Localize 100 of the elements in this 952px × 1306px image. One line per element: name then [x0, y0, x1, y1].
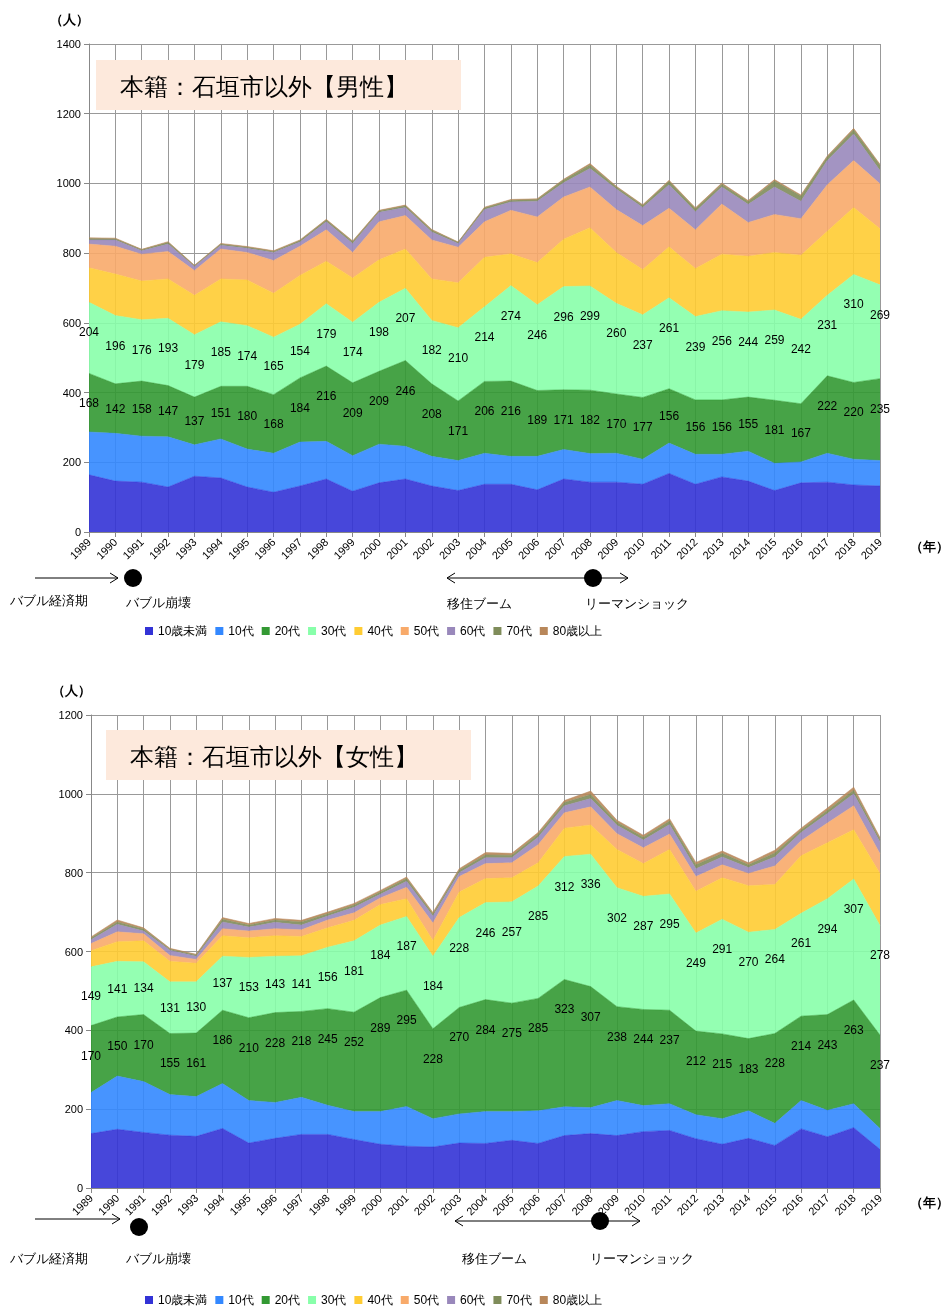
data-label: 187 [396, 939, 417, 954]
data-label: 252 [343, 1035, 365, 1050]
data-label: 231 [817, 318, 838, 333]
text: リーマンショック [590, 1250, 694, 1268]
text: 本籍：石垣市以外【女性】 [130, 742, 418, 772]
data-label: 289 [370, 1020, 391, 1035]
data-label: 137 [184, 413, 205, 428]
data-label: 189 [527, 413, 548, 428]
legend-label: 50代 [413, 624, 440, 638]
data-label: 284 [475, 1022, 496, 1037]
data-label: 170 [133, 1037, 154, 1052]
data-label: 296 [553, 309, 574, 324]
legend-label: 20代 [274, 624, 301, 638]
legend-label: 60代 [460, 1293, 486, 1306]
data-label: 222 [817, 398, 838, 413]
data-label: 287 [633, 919, 654, 934]
data-label: 246 [475, 925, 496, 940]
data-label: 307 [843, 901, 865, 916]
data-label: 228 [764, 1056, 786, 1071]
data-label: 155 [738, 417, 759, 432]
y-axis-title: （人） [52, 683, 91, 698]
data-label: 295 [396, 1013, 417, 1028]
text: バブル経済期 [10, 1250, 88, 1268]
data-label: 137 [212, 976, 233, 991]
legend-label: 10代 [228, 1293, 254, 1306]
data-label: 161 [186, 1056, 207, 1071]
data-label: 264 [764, 952, 786, 967]
data-label: 260 [606, 326, 627, 341]
data-label: 183 [738, 1061, 759, 1076]
legend-label: 10歳未満 [158, 624, 208, 638]
data-label: 275 [501, 1026, 523, 1041]
data-label: 165 [263, 358, 284, 373]
data-label: 216 [316, 389, 337, 404]
data-label: 228 [449, 940, 470, 955]
data-label: 130 [186, 1000, 207, 1015]
legend-label: 70代 [506, 1293, 532, 1306]
data-label: 204 [78, 325, 100, 340]
data-label: 179 [316, 326, 337, 341]
data-label: 246 [527, 327, 548, 342]
data-label: 134 [133, 981, 154, 996]
data-label: 156 [317, 970, 339, 985]
data-label: 154 [289, 344, 311, 359]
legend-label: 30代 [321, 624, 347, 638]
data-label: 209 [342, 405, 363, 420]
data-label: 170 [606, 416, 627, 431]
data-label: 228 [422, 1051, 444, 1066]
data-label: 182 [421, 343, 443, 358]
y-tick-label: 0 [76, 1182, 83, 1194]
data-label: 151 [210, 405, 232, 420]
data-label: 177 [632, 420, 654, 435]
legend-label: 60代 [460, 624, 486, 638]
text: 移住ブーム [462, 1250, 527, 1268]
data-label: 274 [500, 308, 522, 323]
data-label: 294 [817, 921, 838, 936]
data-label: 256 [711, 333, 733, 348]
data-label: 206 [474, 404, 495, 419]
legend-label: 20代 [274, 1293, 301, 1306]
data-label: 208 [421, 406, 443, 421]
data-label: 245 [317, 1031, 339, 1046]
data-label: 238 [606, 1029, 628, 1044]
data-label: 143 [265, 977, 286, 992]
data-label: 215 [712, 1056, 733, 1071]
y-tick-label: 200 [64, 1103, 83, 1116]
y-tick-label: 400 [62, 386, 81, 399]
data-label: 198 [369, 325, 390, 340]
y-tick-label: 800 [62, 247, 81, 260]
data-label: 302 [606, 910, 628, 925]
data-label: 153 [238, 980, 260, 995]
data-label: 171 [553, 412, 574, 427]
data-label: 307 [580, 1009, 602, 1024]
data-label: 237 [659, 1033, 680, 1048]
y-tick-label: 1400 [56, 38, 81, 50]
data-label: 181 [343, 963, 365, 978]
y-tick-label: 800 [64, 866, 83, 879]
text: 移住ブーム [447, 595, 512, 613]
data-label: 214 [791, 1039, 812, 1054]
data-label: 270 [738, 955, 759, 970]
data-label: 269 [869, 307, 891, 322]
data-label: 310 [843, 297, 864, 312]
data-label: 147 [158, 404, 179, 419]
data-label: 174 [342, 345, 363, 360]
data-label: 244 [633, 1032, 654, 1047]
y-tick-label: 1200 [58, 709, 83, 721]
text: 本籍：石垣市以外【男性】 [120, 72, 408, 102]
data-label: 291 [712, 942, 733, 957]
data-label: 193 [158, 341, 179, 356]
y-tick-label: 1000 [58, 787, 83, 800]
data-label: 261 [659, 320, 680, 335]
data-label: 149 [80, 989, 102, 1004]
data-label: 239 [685, 339, 706, 354]
y-tick-label: 200 [62, 456, 81, 469]
data-label: 242 [790, 342, 812, 357]
text: バブル崩壊 [126, 594, 191, 612]
y-axis-title: （人） [50, 12, 89, 27]
legend-label: 80歳以上 [552, 1293, 603, 1306]
data-label: 323 [554, 1002, 575, 1017]
data-label: 210 [238, 1040, 260, 1055]
legend-label: 40代 [367, 624, 393, 638]
data-label: 186 [212, 1033, 233, 1048]
data-label: 270 [449, 1030, 470, 1045]
